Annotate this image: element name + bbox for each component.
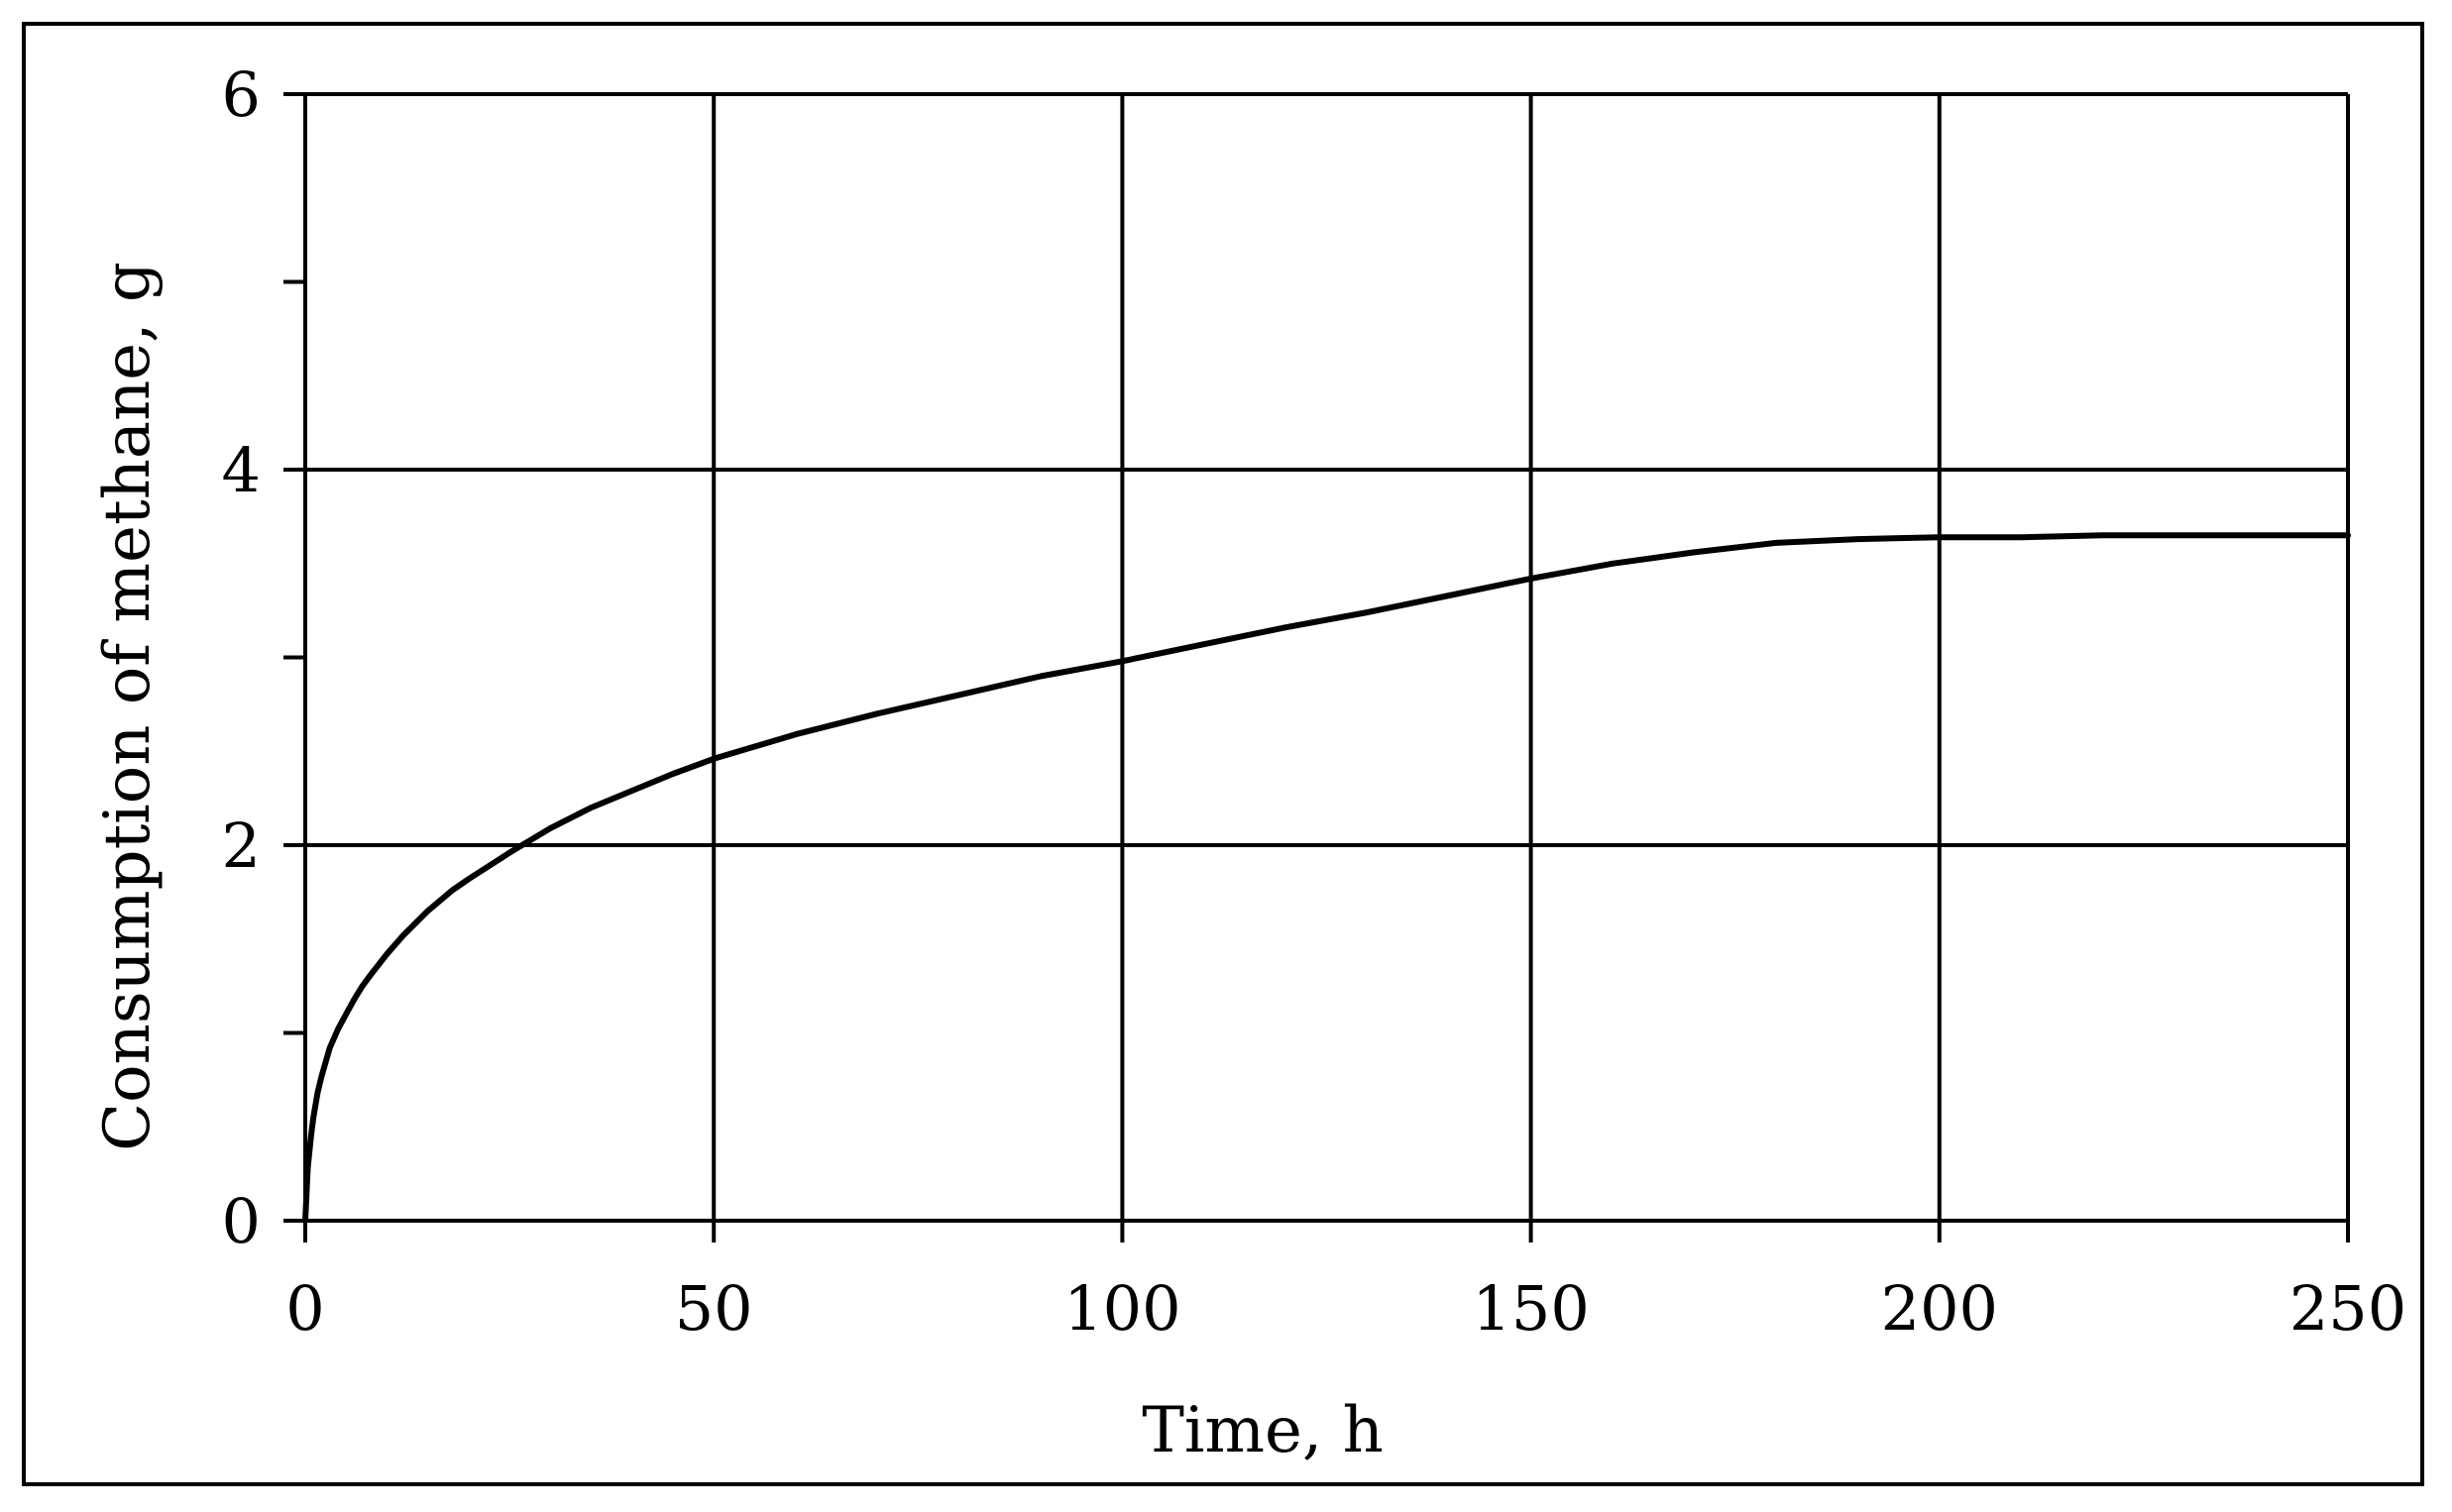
x-tick-label: 200 (1881, 1272, 1998, 1345)
y-tick-label: 2 (222, 810, 261, 882)
grid (305, 92, 2350, 1221)
axes (283, 92, 2350, 1242)
series-layer (302, 532, 2351, 1224)
x-tick-label: 150 (1472, 1272, 1589, 1345)
x-tick-label: 50 (675, 1272, 753, 1345)
y-tick-label: 6 (222, 58, 261, 131)
x-axis-title: Time, h (1142, 1394, 1384, 1467)
tick-labels: 0 2 4 6 0 50 100 150 200 250 (222, 58, 2407, 1345)
y-tick-label: 0 (222, 1185, 261, 1257)
x-tick-label: 250 (2289, 1272, 2406, 1345)
y-tick-label: 4 (222, 434, 261, 506)
chart-frame (22, 22, 2424, 1486)
x-tick-label: 100 (1063, 1272, 1180, 1345)
series-line (302, 532, 2351, 1224)
y-axis-title: Consumption of methane, g (91, 262, 165, 1151)
x-tick-label: 0 (285, 1272, 324, 1345)
